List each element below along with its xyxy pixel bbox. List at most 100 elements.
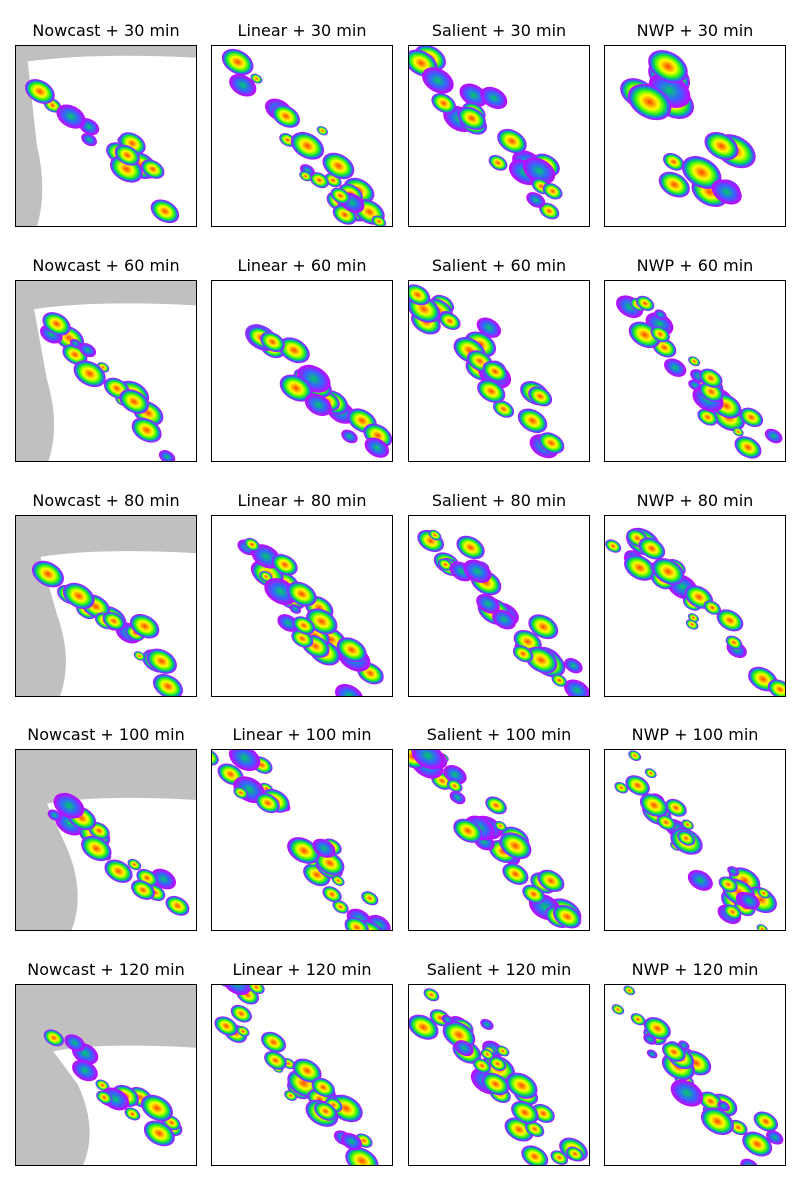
precip-cell (292, 616, 315, 635)
precip-cell (62, 582, 95, 610)
precip-cell (742, 1131, 773, 1157)
precip-cell (681, 156, 722, 189)
precip-cell (314, 1101, 337, 1121)
precip-cell (133, 651, 146, 661)
precip-cell (316, 126, 328, 136)
panel-frame (408, 515, 590, 697)
precip-cell (551, 673, 568, 687)
precip-cell (624, 554, 656, 581)
precip-cell (345, 1147, 379, 1166)
panel-title: Salient + 80 min (432, 491, 566, 510)
precip-cell (646, 1049, 658, 1059)
precip-cell (441, 1014, 454, 1025)
precip-cell (422, 67, 454, 94)
precip-cell (482, 1072, 510, 1096)
precip-cell (727, 866, 740, 877)
precip-cell (753, 1111, 779, 1132)
precip-cell (488, 1056, 507, 1071)
precip-cell (477, 379, 506, 403)
precip-cell (739, 407, 764, 428)
panel-title: Salient + 30 min (432, 21, 566, 40)
panel-title: Linear + 100 min (232, 725, 371, 744)
panel-linear-4: Linear + 120 min (211, 960, 393, 1166)
panel-title: Linear + 120 min (232, 960, 371, 979)
precip-cell (499, 832, 532, 860)
panel-frame (15, 45, 197, 227)
precip-cell (716, 609, 744, 632)
precip-cell (221, 48, 254, 76)
precip-cell (538, 432, 565, 454)
precip-cell (463, 559, 492, 583)
precip-cell (53, 792, 85, 819)
precip-cell (611, 1004, 625, 1015)
precip-cell (47, 809, 62, 821)
precip-cell (233, 786, 249, 799)
precip-cell (764, 428, 783, 444)
precip-cell (456, 535, 485, 560)
precip-cell (447, 779, 463, 793)
precip-cell (81, 835, 112, 862)
precip-cell (525, 646, 558, 674)
precip-cell (614, 782, 629, 794)
panel-title: Nowcast + 80 min (32, 491, 179, 510)
precip-cell (309, 172, 329, 189)
precip-cell (766, 1130, 784, 1145)
precip-cell (104, 859, 133, 883)
precip-cell (330, 187, 351, 204)
precip-cell (457, 106, 486, 131)
precip-cell (361, 891, 379, 906)
precip-cell (472, 1058, 491, 1074)
panel-frame (211, 984, 393, 1166)
panel-frame (15, 749, 197, 931)
precip-cell (480, 1018, 494, 1030)
precip-cell (119, 389, 149, 414)
precip-cell (322, 152, 355, 180)
precip-cell (539, 202, 560, 220)
precip-cell (627, 84, 672, 121)
panel-title: NWP + 100 min (632, 725, 759, 744)
precip-cell (260, 331, 285, 353)
precip-cell (423, 988, 440, 1002)
precip-cell (141, 159, 165, 179)
precip-cell (56, 104, 86, 129)
precip-cell (271, 554, 298, 576)
precip-cell (364, 437, 390, 458)
precip-cell (528, 614, 559, 640)
precip-cell (322, 886, 342, 903)
panel-frame (211, 45, 393, 227)
precip-cell (25, 79, 55, 104)
precip-cell (644, 768, 657, 779)
panel-frame (211, 749, 393, 931)
precip-cell (454, 1040, 474, 1057)
precip-cell (312, 838, 336, 858)
precip-cell (459, 83, 488, 107)
precip-cell (502, 863, 529, 885)
precip-cell (286, 581, 317, 607)
no-data-mask (15, 280, 197, 462)
precip-cell (214, 1016, 238, 1036)
panel-nowcast-0: Nowcast + 30 min (15, 21, 197, 227)
panel-frame (211, 280, 393, 462)
precip-cell (439, 312, 461, 330)
precip-cell (438, 558, 453, 571)
precip-cell (315, 851, 345, 876)
panel-title: Salient + 100 min (427, 725, 571, 744)
precip-cell (725, 635, 743, 650)
precip-cell (493, 400, 515, 418)
precip-cell (72, 1059, 98, 1082)
no-data-mask (15, 45, 197, 227)
precip-cell (341, 429, 358, 444)
precip-cell (140, 1094, 173, 1122)
precip-cell (665, 798, 687, 817)
panel-frame (408, 45, 590, 227)
panel-linear-2: Linear + 80 min (211, 491, 393, 697)
precip-cell (476, 593, 500, 614)
precip-cell (687, 613, 699, 623)
precip-cell (211, 749, 219, 766)
panel-title: NWP + 120 min (632, 960, 759, 979)
panel-linear-1: Linear + 60 min (211, 256, 393, 462)
precip-cell (480, 86, 508, 110)
precip-cell (222, 984, 252, 996)
panel-title: Salient + 60 min (432, 256, 566, 275)
panel-frame (408, 984, 590, 1166)
